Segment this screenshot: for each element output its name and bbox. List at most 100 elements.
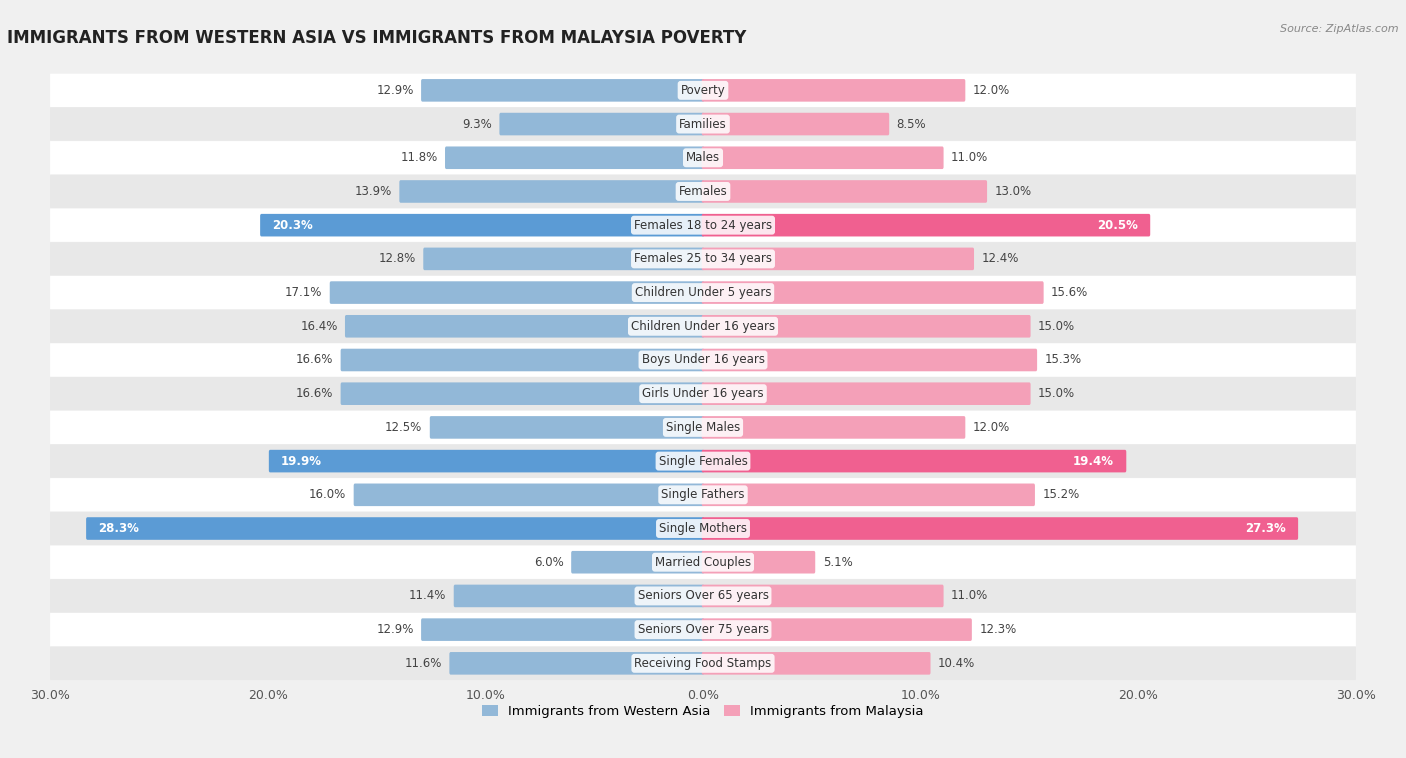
FancyBboxPatch shape	[702, 113, 889, 136]
Text: Girls Under 16 years: Girls Under 16 years	[643, 387, 763, 400]
Text: 12.9%: 12.9%	[377, 623, 413, 636]
FancyBboxPatch shape	[51, 444, 1355, 478]
FancyBboxPatch shape	[702, 79, 966, 102]
Text: 12.5%: 12.5%	[385, 421, 422, 434]
Text: 11.0%: 11.0%	[950, 590, 988, 603]
FancyBboxPatch shape	[354, 484, 704, 506]
Text: 15.0%: 15.0%	[1038, 387, 1076, 400]
Text: 12.0%: 12.0%	[973, 84, 1010, 97]
Text: 19.4%: 19.4%	[1073, 455, 1114, 468]
Text: 12.8%: 12.8%	[378, 252, 416, 265]
Text: Receiving Food Stamps: Receiving Food Stamps	[634, 657, 772, 670]
FancyBboxPatch shape	[269, 449, 704, 472]
FancyBboxPatch shape	[51, 276, 1355, 309]
Text: 10.4%: 10.4%	[938, 657, 976, 670]
Text: Single Males: Single Males	[666, 421, 740, 434]
Legend: Immigrants from Western Asia, Immigrants from Malaysia: Immigrants from Western Asia, Immigrants…	[477, 700, 929, 723]
Text: Females 25 to 34 years: Females 25 to 34 years	[634, 252, 772, 265]
Text: 8.5%: 8.5%	[897, 117, 927, 130]
Text: Families: Families	[679, 117, 727, 130]
Text: Seniors Over 75 years: Seniors Over 75 years	[637, 623, 769, 636]
FancyBboxPatch shape	[51, 141, 1355, 174]
FancyBboxPatch shape	[702, 484, 1035, 506]
FancyBboxPatch shape	[702, 180, 987, 202]
Text: 15.3%: 15.3%	[1045, 353, 1081, 367]
Text: 15.0%: 15.0%	[1038, 320, 1076, 333]
Text: Married Couples: Married Couples	[655, 556, 751, 568]
FancyBboxPatch shape	[51, 243, 1355, 276]
Text: Males: Males	[686, 152, 720, 164]
Text: 17.1%: 17.1%	[285, 286, 322, 299]
Text: 16.0%: 16.0%	[309, 488, 346, 501]
FancyBboxPatch shape	[702, 652, 931, 675]
Text: 13.9%: 13.9%	[354, 185, 392, 198]
Text: 12.3%: 12.3%	[979, 623, 1017, 636]
FancyBboxPatch shape	[702, 584, 943, 607]
Text: Children Under 5 years: Children Under 5 years	[634, 286, 772, 299]
Text: Single Mothers: Single Mothers	[659, 522, 747, 535]
FancyBboxPatch shape	[702, 449, 1126, 472]
Text: 5.1%: 5.1%	[823, 556, 852, 568]
FancyBboxPatch shape	[344, 315, 704, 337]
Text: IMMIGRANTS FROM WESTERN ASIA VS IMMIGRANTS FROM MALAYSIA POVERTY: IMMIGRANTS FROM WESTERN ASIA VS IMMIGRAN…	[7, 29, 747, 46]
FancyBboxPatch shape	[702, 517, 1298, 540]
FancyBboxPatch shape	[340, 382, 704, 405]
FancyBboxPatch shape	[702, 315, 1031, 337]
Text: 13.0%: 13.0%	[994, 185, 1032, 198]
FancyBboxPatch shape	[51, 377, 1355, 410]
Text: Females: Females	[679, 185, 727, 198]
FancyBboxPatch shape	[51, 74, 1355, 107]
FancyBboxPatch shape	[702, 281, 1043, 304]
FancyBboxPatch shape	[51, 208, 1355, 242]
Text: Seniors Over 65 years: Seniors Over 65 years	[637, 590, 769, 603]
FancyBboxPatch shape	[51, 478, 1355, 512]
Text: 15.2%: 15.2%	[1042, 488, 1080, 501]
FancyBboxPatch shape	[702, 146, 943, 169]
Text: 16.4%: 16.4%	[301, 320, 337, 333]
Text: 15.6%: 15.6%	[1052, 286, 1088, 299]
Text: 27.3%: 27.3%	[1246, 522, 1286, 535]
FancyBboxPatch shape	[454, 584, 704, 607]
FancyBboxPatch shape	[702, 214, 1150, 236]
Text: 12.9%: 12.9%	[377, 84, 413, 97]
Text: Boys Under 16 years: Boys Under 16 years	[641, 353, 765, 367]
Text: 9.3%: 9.3%	[463, 117, 492, 130]
Text: 11.0%: 11.0%	[950, 152, 988, 164]
Text: 16.6%: 16.6%	[295, 387, 333, 400]
FancyBboxPatch shape	[422, 79, 704, 102]
FancyBboxPatch shape	[702, 349, 1038, 371]
FancyBboxPatch shape	[450, 652, 704, 675]
FancyBboxPatch shape	[571, 551, 704, 574]
FancyBboxPatch shape	[430, 416, 704, 439]
FancyBboxPatch shape	[499, 113, 704, 136]
FancyBboxPatch shape	[51, 647, 1355, 680]
FancyBboxPatch shape	[51, 175, 1355, 208]
Text: 20.3%: 20.3%	[273, 218, 314, 232]
Text: Females 18 to 24 years: Females 18 to 24 years	[634, 218, 772, 232]
FancyBboxPatch shape	[399, 180, 704, 202]
Text: 19.9%: 19.9%	[281, 455, 322, 468]
FancyBboxPatch shape	[702, 551, 815, 574]
Text: 16.6%: 16.6%	[295, 353, 333, 367]
Text: 28.3%: 28.3%	[98, 522, 139, 535]
Text: Children Under 16 years: Children Under 16 years	[631, 320, 775, 333]
FancyBboxPatch shape	[702, 416, 966, 439]
Text: Source: ZipAtlas.com: Source: ZipAtlas.com	[1281, 24, 1399, 34]
Text: Single Fathers: Single Fathers	[661, 488, 745, 501]
Text: 11.8%: 11.8%	[401, 152, 437, 164]
FancyBboxPatch shape	[51, 546, 1355, 579]
FancyBboxPatch shape	[51, 411, 1355, 444]
FancyBboxPatch shape	[86, 517, 704, 540]
FancyBboxPatch shape	[446, 146, 704, 169]
Text: 11.4%: 11.4%	[409, 590, 446, 603]
FancyBboxPatch shape	[702, 382, 1031, 405]
Text: 12.0%: 12.0%	[973, 421, 1010, 434]
FancyBboxPatch shape	[702, 619, 972, 641]
FancyBboxPatch shape	[51, 512, 1355, 545]
FancyBboxPatch shape	[260, 214, 704, 236]
FancyBboxPatch shape	[423, 248, 704, 270]
FancyBboxPatch shape	[702, 248, 974, 270]
FancyBboxPatch shape	[51, 108, 1355, 141]
Text: 6.0%: 6.0%	[534, 556, 564, 568]
Text: 12.4%: 12.4%	[981, 252, 1019, 265]
